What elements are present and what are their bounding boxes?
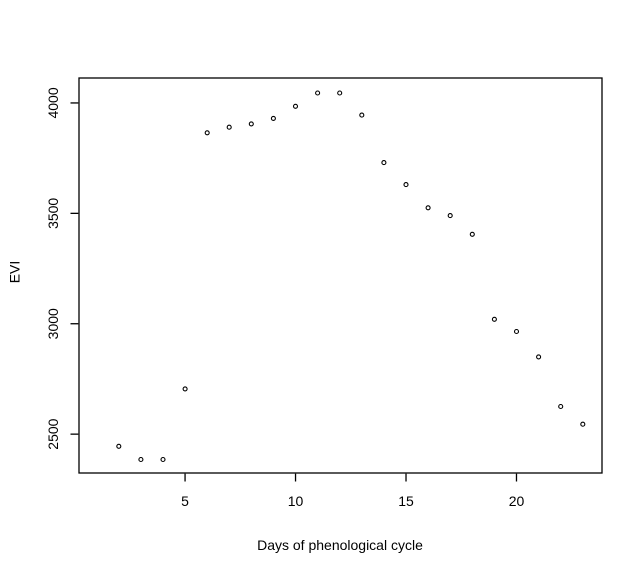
data-point: [425, 205, 431, 211]
data-point: [558, 403, 564, 410]
y-axis-title: EVI: [7, 261, 23, 284]
y-tick-label: 2500: [45, 418, 61, 449]
data-point: [270, 115, 276, 121]
plot-area: 5 10 15 20 2500 3000 3500 4000: [45, 77, 603, 509]
y-tick-label: 3000: [45, 308, 61, 339]
data-point: [204, 130, 210, 136]
plot-border: [78, 77, 603, 474]
data-point: [116, 443, 122, 449]
x-axis-title: Days of phenological cycle: [257, 537, 423, 553]
data-point: [381, 160, 387, 166]
x-tick-label: 15: [398, 493, 414, 509]
y-tick-label: 4000: [45, 87, 61, 118]
data-point: [403, 182, 409, 188]
x-tick-label: 5: [181, 493, 189, 509]
data-point: [160, 456, 166, 463]
data-point: [580, 421, 586, 427]
data-point: [182, 386, 188, 392]
data-point: [226, 124, 232, 130]
x-tick-label: 20: [509, 493, 525, 509]
data-point: [513, 328, 520, 335]
data-point: [469, 231, 475, 237]
data-point: [536, 354, 542, 360]
x-tick-label: 10: [288, 493, 304, 509]
data-point: [292, 103, 299, 109]
data-point: [447, 213, 453, 219]
data-point: [359, 112, 365, 118]
data-point: [337, 90, 343, 96]
y-tick-label: 3500: [45, 198, 61, 229]
data-point: [138, 456, 144, 463]
data-point: [315, 90, 321, 96]
data-point: [491, 316, 497, 322]
data-point: [248, 121, 254, 127]
